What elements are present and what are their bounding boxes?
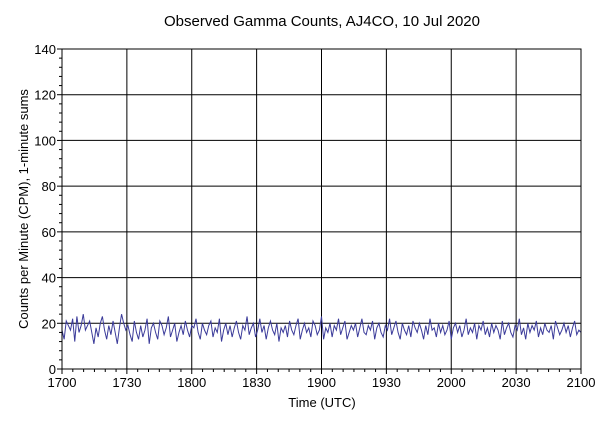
y-tick-label: 120 xyxy=(34,88,56,103)
x-tick-label: 1900 xyxy=(307,375,336,390)
x-tick-label: 2100 xyxy=(567,375,596,390)
x-tick-label: 2000 xyxy=(437,375,466,390)
chart-title: Observed Gamma Counts, AJ4CO, 10 Jul 202… xyxy=(164,13,480,30)
y-tick-label: 100 xyxy=(34,133,56,148)
y-tick-label: 0 xyxy=(49,362,56,377)
x-tick-label: 1830 xyxy=(242,375,271,390)
x-ticks-layer: 1700 1730 1800 1830 1900 1930 2000 2030 2100 xyxy=(48,369,596,390)
y-axis-label: Counts per Minute (CPM), 1-minute sums xyxy=(16,89,31,329)
x-tick-label: 1730 xyxy=(112,375,141,390)
y-tick-label: 140 xyxy=(34,42,56,57)
y-tick-label: 20 xyxy=(42,316,56,331)
y-ticks-layer: 0 20 40 60 80 100 120 140 xyxy=(34,42,62,377)
x-tick-label: 1700 xyxy=(48,375,77,390)
grid-layer xyxy=(62,49,581,369)
y-tick-label: 80 xyxy=(42,179,56,194)
x-tick-label: 2030 xyxy=(502,375,531,390)
x-tick-label: 1930 xyxy=(372,375,401,390)
x-axis-label: Time (UTC) xyxy=(288,395,355,410)
y-tick-label: 60 xyxy=(42,225,56,240)
x-tick-label: 1800 xyxy=(177,375,206,390)
series-layer xyxy=(61,314,582,344)
series-line xyxy=(61,314,582,344)
y-tick-label: 40 xyxy=(42,271,56,286)
